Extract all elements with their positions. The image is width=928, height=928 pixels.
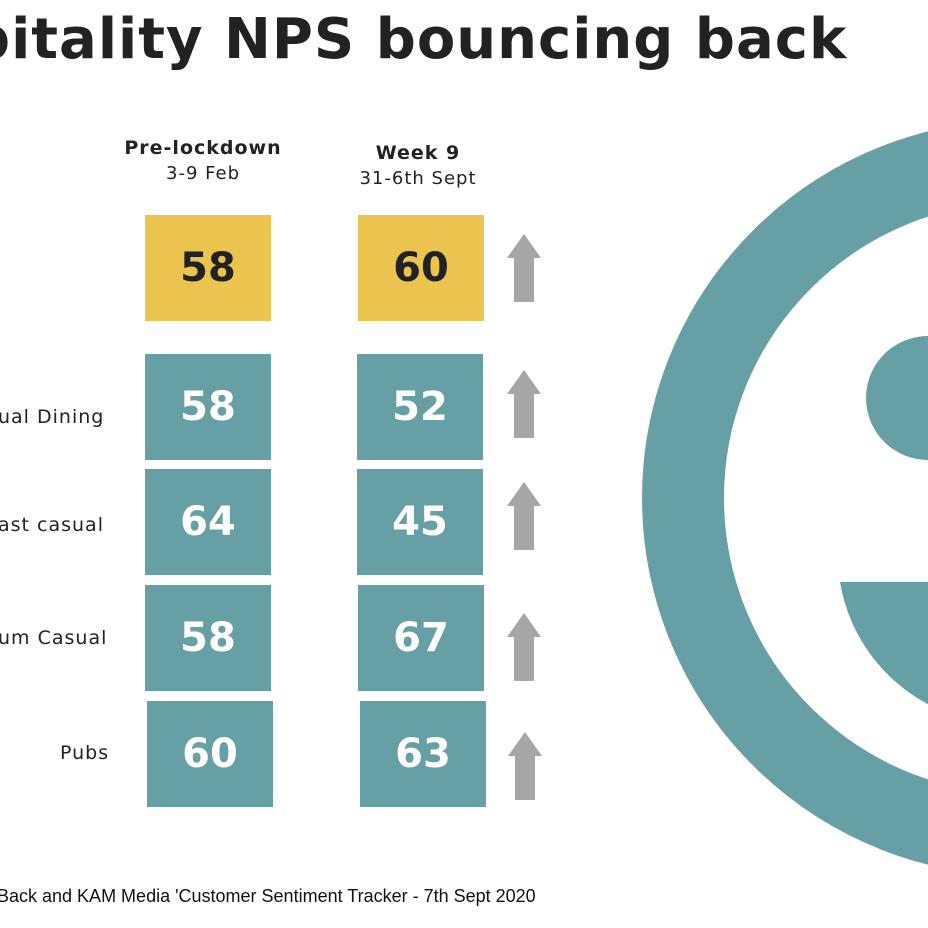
- up-arrow-icon: [508, 732, 542, 800]
- fast-casual-week-value: 45: [357, 469, 483, 575]
- casual-dining-pre-value: 58: [145, 354, 271, 460]
- page-title: pitality NPS bouncing back: [0, 7, 848, 72]
- brand-logo-icon: [642, 131, 928, 865]
- column-header-pre-label: Pre-lockdown: [124, 137, 282, 159]
- column-header-pre-lockdown: Pre-lockdown 3-9 Feb: [103, 136, 303, 188]
- source-note: Back and KAM Media 'Customer Sentiment T…: [0, 886, 536, 906]
- row-label-fast-casual: ast casual: [0, 514, 104, 536]
- up-arrow-icon: [507, 370, 541, 438]
- pubs-pre-value: 60: [147, 701, 273, 807]
- total-week-value: 60: [358, 215, 484, 321]
- column-header-week-dates: 31-6th Sept: [359, 168, 477, 189]
- up-arrow-icon: [507, 482, 541, 550]
- pubs-week-value: 63: [360, 701, 486, 807]
- row-label-pubs: Pubs: [60, 742, 110, 764]
- column-header-pre-dates: 3-9 Feb: [166, 163, 240, 184]
- column-header-week-9: Week 9 31-6th Sept: [318, 141, 518, 193]
- casual-dining-week-value: 52: [357, 354, 483, 460]
- premium-casual-week-value: 67: [358, 585, 484, 691]
- up-arrow-icon: [507, 613, 541, 681]
- column-header-week-label: Week 9: [375, 142, 461, 164]
- up-arrow-icon: [507, 234, 541, 302]
- premium-casual-pre-value: 58: [145, 585, 271, 691]
- fast-casual-pre-value: 64: [145, 469, 271, 575]
- total-pre-value: 58: [145, 215, 271, 321]
- row-label-casual-dining: ual Dining: [0, 406, 105, 428]
- row-label-premium-casual: um Casual: [0, 627, 108, 649]
